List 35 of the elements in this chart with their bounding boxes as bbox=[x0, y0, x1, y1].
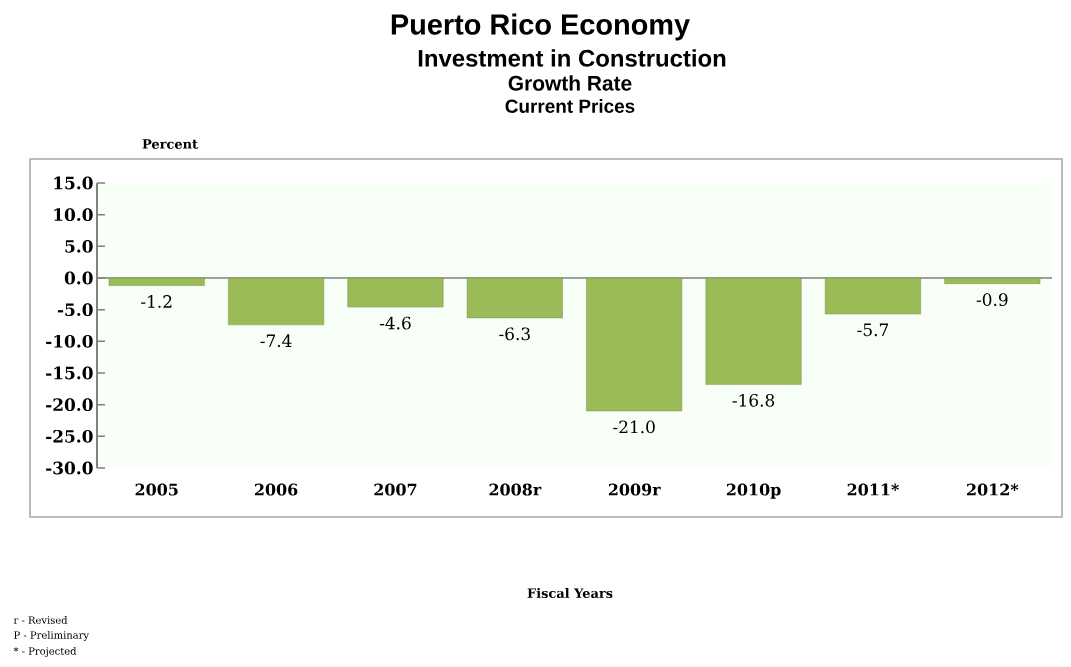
data-label: -7.4 bbox=[260, 334, 292, 348]
y-tick-label: -5.0 bbox=[57, 303, 93, 317]
data-label: -1.2 bbox=[141, 295, 172, 308]
data-label: -4.6 bbox=[379, 316, 411, 330]
text: Growth Rate bbox=[508, 75, 632, 91]
text: P - Preliminary bbox=[14, 631, 90, 641]
data-label: -5.7 bbox=[857, 323, 889, 337]
y-tick-label: 15.0 bbox=[54, 176, 93, 190]
data-label: -16.8 bbox=[732, 393, 775, 407]
x-tick-label: 2010p bbox=[726, 483, 781, 499]
x-tick-label: 2006 bbox=[254, 483, 298, 496]
data-label: -6.3 bbox=[499, 327, 530, 341]
y-tick-label: 10.0 bbox=[54, 208, 93, 222]
text: r - Revised bbox=[13, 616, 68, 624]
text: * - Projected bbox=[13, 647, 77, 657]
y-tick-label: -25.0 bbox=[46, 429, 93, 443]
x-tick-label: 2008r bbox=[489, 483, 542, 496]
text: Fiscal Years bbox=[527, 587, 613, 598]
y-tick-label: 0.0 bbox=[64, 271, 93, 285]
text: Current Prices bbox=[505, 99, 635, 113]
y-tick-label: -10.0 bbox=[46, 334, 93, 348]
x-tick-label: 2005 bbox=[135, 483, 178, 496]
data-label: -21.0 bbox=[613, 420, 655, 434]
chart-subtitle: Investment in Construction bbox=[418, 49, 726, 67]
x-tick-label: 2012* bbox=[967, 483, 1019, 496]
text: Percent bbox=[142, 139, 198, 149]
x-tick-label: 2007 bbox=[374, 483, 417, 496]
y-tick-label: -30.0 bbox=[46, 461, 93, 475]
y-tick-label: -20.0 bbox=[46, 398, 93, 412]
x-tick-label: 2011* bbox=[847, 483, 899, 496]
x-tick-label: 2009r bbox=[608, 483, 661, 496]
chart-title: Puerto Rico Economy bbox=[391, 13, 690, 41]
y-tick-label: -15.0 bbox=[46, 366, 93, 380]
data-label: -0.9 bbox=[976, 293, 1008, 307]
y-tick-label: 5.0 bbox=[65, 239, 93, 253]
